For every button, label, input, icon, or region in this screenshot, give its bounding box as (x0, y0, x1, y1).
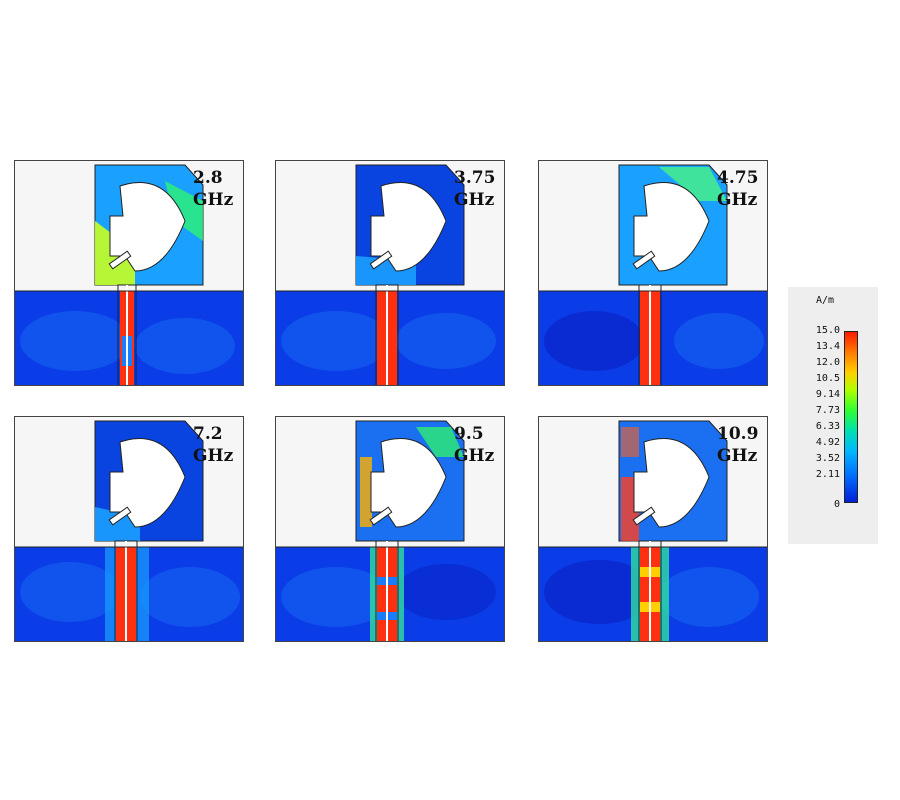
current-distribution-plot (276, 164, 504, 385)
current-distribution-plot (539, 164, 767, 385)
field-panel-4-75ghz: 4.75 GHz (538, 160, 768, 386)
legend-tick: 0 (833, 499, 840, 510)
color-gradient-bar (844, 331, 858, 503)
current-distribution-plot (15, 164, 243, 385)
legend-tick: 4.92 (815, 437, 840, 448)
legend-tick: 13.4 (815, 341, 840, 352)
legend-tick: 9.14 (815, 389, 840, 400)
frequency-label: 10.9 GHz (717, 424, 759, 466)
current-distribution-plot (15, 420, 243, 641)
legend-tick: 6.33 (815, 421, 840, 432)
legend-unit: A/m (816, 295, 835, 306)
color-scale-legend: A/m 15.0 13.4 12.0 10.5 9.14 7.73 6.33 4… (788, 287, 878, 544)
field-panel-9-5ghz: 9.5 GHz (275, 416, 505, 642)
legend-tick: 12.0 (815, 357, 840, 368)
frequency-label: 4.75 GHz (717, 168, 759, 210)
frequency-label: 9.5 GHz (454, 424, 495, 466)
field-panel-7-2ghz: 7.2 GHz (14, 416, 244, 642)
legend-tick: 10.5 (815, 373, 840, 384)
frequency-label: 2.8 GHz (193, 168, 234, 210)
frequency-label: 3.75 GHz (454, 168, 496, 210)
current-distribution-plot (539, 420, 767, 641)
legend-tick: 15.0 (815, 325, 840, 336)
legend-tick: 2.11 (815, 469, 840, 480)
current-distribution-plot (276, 420, 504, 641)
frequency-label: 7.2 GHz (193, 424, 234, 466)
field-panel-2-8ghz: 2.8 GHz (14, 160, 244, 386)
field-panel-10-9ghz: 10.9 GHz (538, 416, 768, 642)
field-panel-3-75ghz: 3.75 GHz (275, 160, 505, 386)
legend-tick: 3.52 (815, 453, 840, 464)
legend-tick: 7.73 (815, 405, 840, 416)
